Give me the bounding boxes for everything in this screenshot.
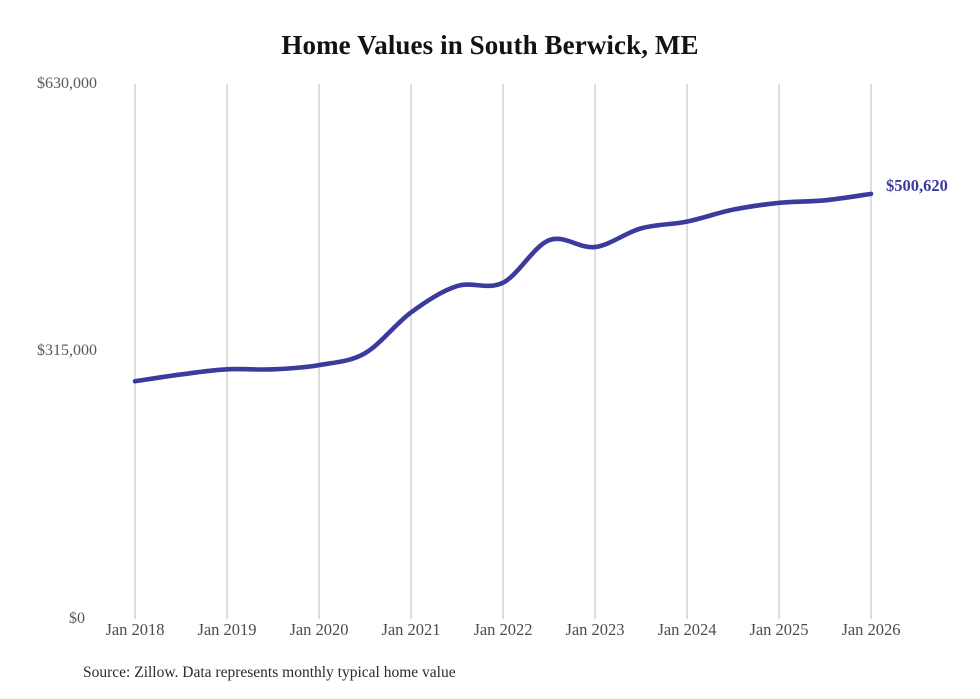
y-axis-tick-315000: $315,000 [37, 342, 97, 359]
chart-title: Home Values in South Berwick, ME [281, 30, 699, 60]
x-axis-tick-jan-2022: Jan 2022 [473, 620, 533, 639]
y-axis-tick-0: $0 [69, 610, 85, 627]
x-axis-tick-jan-2026: Jan 2026 [841, 620, 901, 639]
end-value-annotation: $500,620 [886, 175, 948, 195]
x-axis-tick-jan-2018: Jan 2018 [105, 620, 165, 639]
x-axis-tick-jan-2023: Jan 2023 [565, 620, 625, 639]
gridlines [134, 84, 872, 619]
x-axis-tick-jan-2021: Jan 2021 [381, 620, 441, 639]
y-axis-tick-630000: $630,000 [37, 75, 97, 92]
data-line-typical-home-value [132, 191, 874, 384]
x-axis-tick-jan-2024: Jan 2024 [657, 620, 717, 639]
source-note: Source: Zillow. Data represents monthly … [83, 664, 456, 681]
x-axis-tick-jan-2019: Jan 2019 [197, 620, 257, 639]
x-axis-tick-jan-2020: Jan 2020 [289, 620, 349, 639]
x-axis-tick-jan-2025: Jan 2025 [749, 620, 809, 639]
